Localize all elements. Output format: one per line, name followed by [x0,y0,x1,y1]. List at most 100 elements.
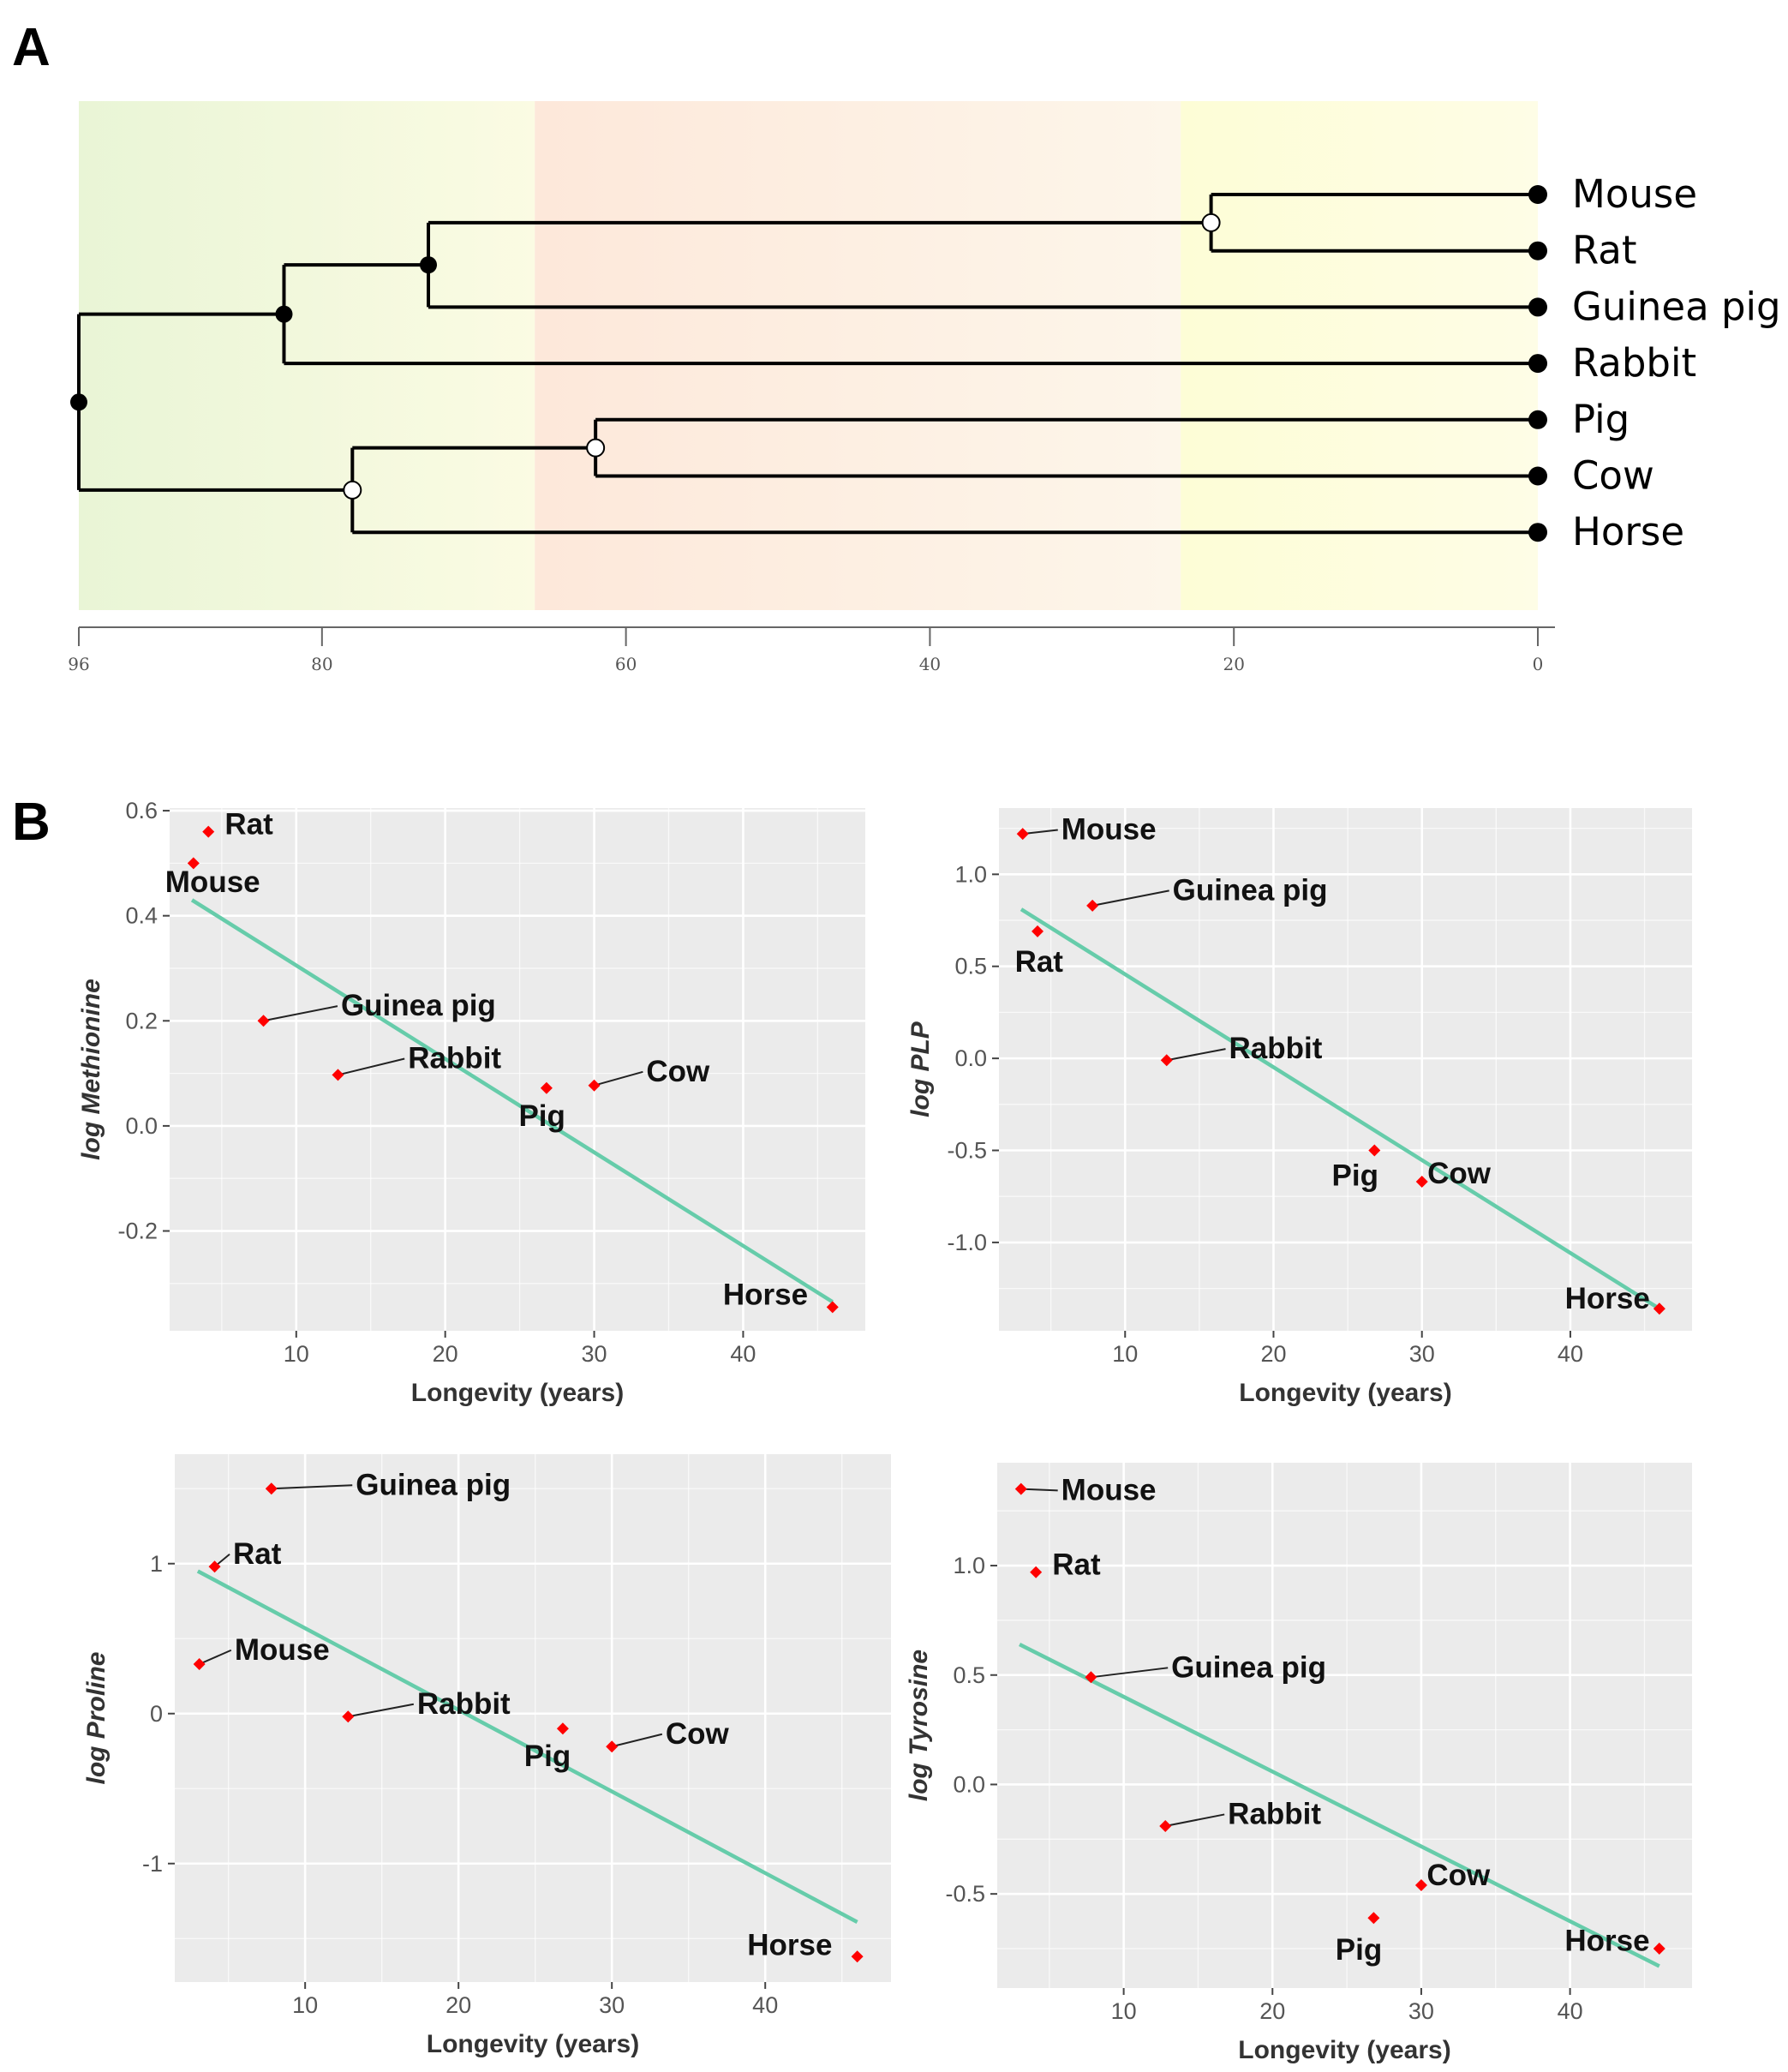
point-label-rat: Rat [1052,1548,1101,1581]
data-point-cow [588,1079,601,1092]
data-point-horse [826,1301,839,1314]
x-tick-label: 20 [1259,1998,1285,2024]
regression-line [1020,907,1661,1311]
y-tick-label: 0.2 [125,1008,158,1033]
x-tick-label: 30 [582,1341,607,1367]
leader-line-guinea-pig [1091,1667,1169,1679]
y-tick-label: 1 [150,1551,163,1577]
data-point-guinea-pig [257,1015,270,1027]
regression-line [190,898,834,1304]
plot-panel-background [175,1454,891,1982]
x-axis-title: Longevity (years) [411,1379,624,1407]
data-point-rabbit [342,1710,355,1723]
taxon-label-rat: Rat [1572,228,1637,273]
tree-node-filled [420,256,438,274]
point-label-mouse: Mouse [1061,813,1157,847]
data-point-rat [202,825,215,838]
data-point-rat [1032,925,1044,937]
y-tick-label: 0 [150,1701,163,1727]
y-tick-label: 0.5 [953,1662,985,1688]
y-tick-label: -0.5 [945,1881,985,1907]
leader-line-rabbit [338,1057,405,1076]
leader-line-guinea-pig [1091,889,1169,907]
taxon-label-mouse: Mouse [1572,171,1697,217]
y-axis-title: log Methionine [77,979,105,1160]
point-label-mouse: Mouse [235,1633,330,1667]
x-tick-label: 10 [1111,1998,1137,2024]
y-tick-label: 0.5 [954,954,987,979]
data-point-mouse [1014,1482,1027,1495]
y-tick-label: 0.0 [953,1771,985,1797]
y-tick-label: 0.4 [125,903,158,929]
plot-panel-background [997,1463,1692,1988]
tree-axis-tick-label: 20 [1223,654,1244,674]
data-point-rabbit [332,1069,344,1081]
data-point-pig [556,1722,569,1735]
point-label-rat: Rat [224,808,273,841]
leader-line-mouse [199,1649,232,1665]
point-label-pig: Pig [1332,1159,1378,1192]
x-tick-label: 40 [752,1992,778,2018]
taxon-label-rabbit: Rabbit [1572,340,1696,386]
tree-background-band [535,101,1181,610]
y-axis-title: log Tyrosine [905,1650,933,1801]
x-tick-label: 40 [1558,1998,1583,2024]
x-tick-label: 20 [433,1341,458,1367]
data-point-mouse [193,1658,206,1670]
data-point-pig [540,1081,553,1094]
data-point-horse [1653,1302,1665,1315]
leader-line-guinea-pig [263,1005,338,1022]
y-axis-title: log Proline [82,1651,111,1784]
leader-line-cow [594,1070,643,1087]
point-label-mouse: Mouse [165,865,260,899]
tree-tip-rabbit [1528,354,1547,374]
point-label-cow: Cow [1427,1157,1492,1190]
taxon-label-guinea-pig: Guinea pig [1572,284,1781,329]
data-point-guinea-pig [1085,1671,1097,1684]
y-tick-label: 0.0 [125,1113,158,1139]
leader-line-cow [611,1733,663,1748]
leader-line-rabbit [1165,1813,1225,1827]
leader-line-mouse [1020,1488,1058,1492]
data-point-rat [208,1560,221,1573]
tree-axis-tick-label: 0 [1533,654,1544,674]
panel-a-label: A [12,18,51,77]
tree-tip-horse [1528,523,1547,542]
data-point-horse [851,1950,864,1963]
x-axis-title: Longevity (years) [427,2030,639,2058]
point-label-rat: Rat [1015,945,1064,979]
x-tick-label: 30 [1408,1998,1434,2024]
tree-tip-pig [1528,410,1547,429]
point-label-pig: Pig [1336,1933,1382,1967]
data-point-cow [1414,1878,1427,1891]
point-label-pig: Pig [524,1740,571,1773]
y-tick-label: -0.2 [117,1219,158,1244]
leader-line-rabbit [1166,1048,1226,1062]
x-tick-label: 10 [284,1341,309,1367]
regression-line [1019,1642,1660,1968]
tree-node-open [586,438,606,458]
tree-axis-tick-label: 96 [68,654,89,674]
tree-node-filled [275,305,293,323]
phylogenetic-tree: Mouse Rat Guinea pig Rabbit Pig Cow Horse 96 80 6… [68,101,1781,674]
data-point-pig [1367,1912,1380,1925]
scatter-tyrosine: 10 20 30 40 -0.5 0.0 0.5 1.0 Longevity (years) lo… [905,1463,1692,2064]
y-tick-label: -0.5 [947,1138,987,1164]
x-tick-label: 30 [599,1992,625,2018]
x-tick-label: 30 [1409,1341,1435,1367]
point-label-cow: Cow [646,1055,710,1088]
panel-b-label: B [12,793,51,852]
tree-tip-rat [1528,241,1547,260]
scatter-plp: 10 20 30 40 -1.0 -0.5 0.0 0.5 1.0 Longevity (year… [906,808,1692,1407]
tree-axis-tick-label: 80 [311,654,332,674]
scatter-methionine: 10 20 30 40 -0.2 0.0 0.2 0.4 0.6 Longevity (years… [77,798,865,1407]
data-point-guinea-pig [265,1482,278,1495]
point-label-horse: Horse [1565,1282,1650,1315]
x-tick-label: 40 [1558,1341,1583,1367]
data-point-mouse [187,857,200,870]
tree-background-band [79,101,535,610]
point-label-pig: Pig [518,1099,565,1133]
tree-tip-mouse [1528,185,1547,204]
data-point-rabbit [1160,1054,1173,1067]
